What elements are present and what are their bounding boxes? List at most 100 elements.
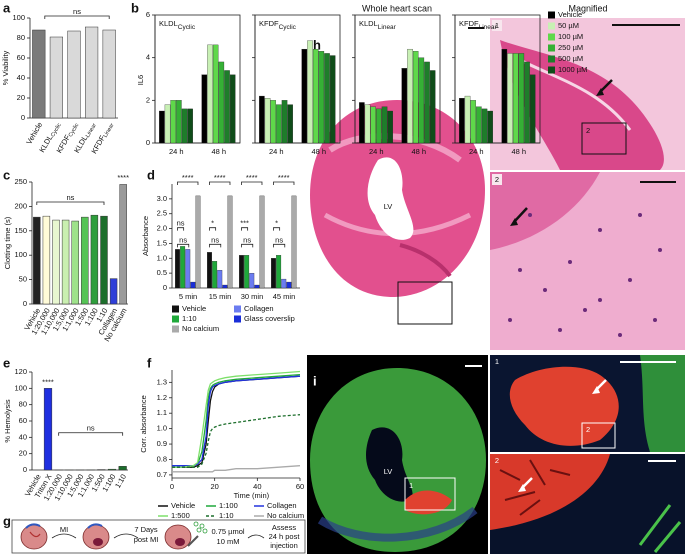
y-tick-label: 250 — [14, 177, 27, 186]
line — [172, 370, 301, 468]
y-tick-label: 6 — [146, 10, 150, 19]
x-tick-label: 48 h — [511, 147, 526, 156]
bracket — [209, 243, 222, 248]
subplot-title: KLDLCyclic — [159, 19, 196, 31]
bar — [387, 110, 393, 144]
legend-label: 1000 µM — [558, 65, 587, 74]
significance-label: **** — [42, 377, 54, 386]
bar — [102, 29, 116, 119]
bar — [424, 61, 430, 144]
title-main: KLDL — [159, 19, 178, 28]
bracket — [241, 227, 249, 231]
bracket — [44, 15, 110, 19]
bracket — [209, 227, 217, 231]
y-tick-label: 200 — [14, 201, 27, 210]
bar — [276, 104, 282, 144]
legend-label: Glass coverslip — [244, 314, 295, 323]
inset-label: 1 — [495, 21, 499, 30]
significance-label: **** — [278, 173, 290, 182]
legend-swatch — [234, 315, 241, 323]
significance-label: ns — [87, 424, 95, 433]
bar — [259, 195, 265, 289]
x-tick-label: 40 — [253, 482, 261, 491]
bar — [159, 110, 165, 144]
y-tick-label: 150 — [14, 226, 27, 235]
bar — [71, 220, 79, 305]
heart-icon — [164, 524, 199, 550]
y-tick-label: 60 — [17, 53, 25, 62]
y-tick-label: 1.2 — [157, 393, 167, 402]
subplot-frame — [154, 14, 241, 144]
bar — [271, 258, 276, 289]
bracket — [177, 181, 199, 185]
y-tick-label: 60 — [19, 416, 27, 425]
panel-letter: d — [147, 167, 155, 182]
x-tick-label: 24 h — [469, 147, 484, 156]
line — [172, 375, 301, 468]
y-tick-label: 1.0 — [157, 424, 167, 433]
magnified-if-2 — [490, 454, 685, 554]
bracket — [177, 243, 190, 248]
bar — [529, 74, 536, 144]
bar — [164, 104, 171, 144]
x-tick-label: 60 — [296, 482, 304, 491]
panel-letter: b — [131, 0, 139, 15]
subplot-title: KLDLLinear — [359, 19, 397, 31]
column-title: Whole heart scan — [362, 3, 432, 13]
bar — [524, 61, 530, 144]
bar — [264, 98, 271, 144]
bracket — [273, 181, 295, 185]
cavity-label: LV — [384, 467, 393, 476]
bar — [512, 53, 519, 144]
bar — [276, 255, 282, 289]
y-tick-label: 100 — [12, 13, 25, 22]
bar — [307, 40, 313, 144]
bar — [212, 44, 219, 144]
bar — [222, 284, 228, 289]
bar — [67, 30, 81, 119]
line — [172, 373, 301, 468]
step-label: 7 Days — [134, 525, 158, 534]
step-label: MI — [60, 525, 68, 534]
legend-swatch — [548, 11, 555, 19]
arrow — [247, 534, 265, 539]
legend-swatch — [548, 44, 555, 52]
bar — [52, 219, 60, 305]
bar — [470, 100, 476, 144]
bar — [32, 29, 46, 119]
panel-letter: i — [313, 373, 317, 388]
bar — [42, 215, 51, 305]
y-tick-label: 0 — [23, 299, 27, 308]
step-label: 24 h post — [269, 532, 301, 541]
box-label: 2 — [586, 126, 590, 135]
y-tick-label: 1.5 — [157, 238, 167, 247]
category-subscript: Linear — [103, 123, 116, 139]
bar — [187, 108, 193, 144]
significance-label: * — [211, 219, 214, 228]
x-axis-label: Time (min) — [234, 491, 270, 500]
significance-label: ns — [73, 7, 81, 16]
legend-swatch — [172, 305, 179, 313]
bar — [185, 249, 191, 289]
line — [172, 375, 301, 467]
column-title: Magnified — [568, 3, 607, 13]
legend-swatch — [234, 305, 241, 313]
bar — [207, 252, 212, 289]
x-tick-label: 15 min — [209, 292, 232, 301]
x-tick-label: 24 h — [369, 147, 384, 156]
bar — [481, 108, 488, 144]
legend-swatch — [548, 22, 555, 30]
legend-label: 100 µM — [558, 32, 583, 41]
inset-label: 2 — [495, 456, 499, 465]
bar — [281, 100, 288, 144]
whole-heart-if — [307, 355, 488, 554]
significance-label: ns — [179, 235, 187, 244]
inset-label: 1 — [495, 357, 499, 366]
bar — [418, 57, 425, 144]
legend-swatch — [548, 55, 555, 63]
legend-label: Vehicle — [182, 304, 206, 313]
bar — [329, 55, 336, 144]
bar — [181, 108, 188, 144]
box-label: 1 — [409, 481, 413, 490]
